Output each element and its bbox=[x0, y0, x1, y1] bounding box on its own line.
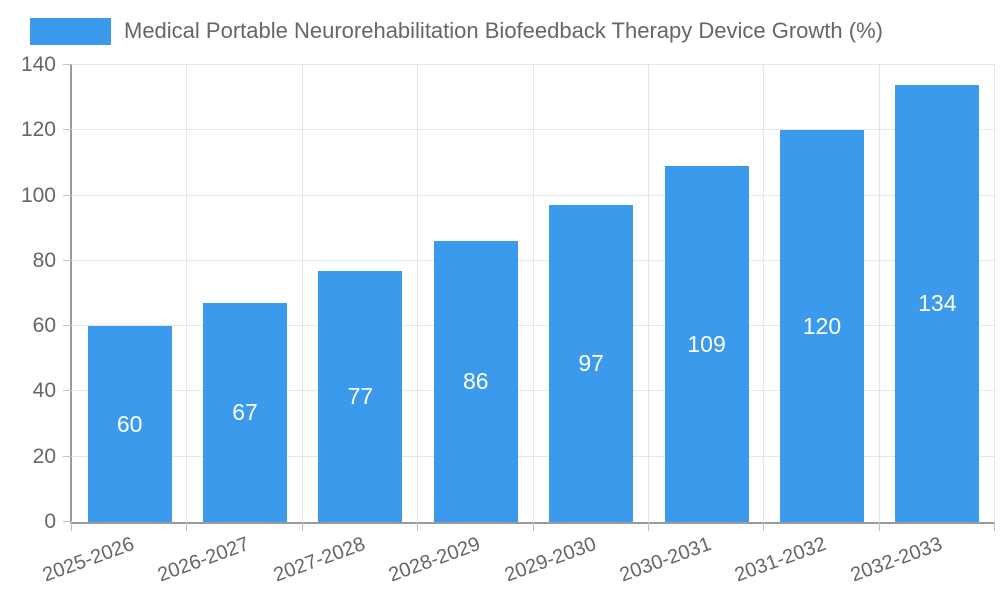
h-gridline bbox=[72, 325, 995, 327]
bar-value-label: 97 bbox=[578, 350, 604, 377]
y-tick-mark bbox=[63, 390, 72, 392]
x-tick-mark bbox=[878, 522, 880, 531]
y-axis-tick-label: 80 bbox=[32, 248, 56, 272]
x-axis-tick-label: 2031-2032 bbox=[732, 533, 830, 587]
v-gridline bbox=[878, 65, 880, 522]
v-gridline bbox=[186, 65, 188, 522]
bar-value-label: 60 bbox=[116, 410, 143, 437]
x-axis-tick-label: 2027-2028 bbox=[270, 533, 368, 587]
v-gridline bbox=[301, 65, 303, 522]
y-tick-mark bbox=[63, 64, 72, 65]
y-tick-mark bbox=[63, 259, 72, 261]
x-axis-tick-label: 2029-2030 bbox=[501, 533, 599, 587]
bar-value-label: 67 bbox=[232, 399, 258, 426]
y-axis-tick-label: 0 bbox=[44, 510, 56, 533]
y-axis-tick-label: 100 bbox=[20, 183, 56, 207]
y-tick-mark bbox=[63, 194, 72, 196]
y-axis-tick-label: 40 bbox=[32, 379, 56, 403]
y-axis-tick-label: 20 bbox=[32, 444, 56, 468]
x-axis-tick-label: 2030-2031 bbox=[616, 533, 715, 587]
bar-value-label: 86 bbox=[463, 368, 489, 395]
h-gridline bbox=[72, 259, 995, 261]
x-tick-mark bbox=[71, 522, 72, 531]
bar: 60 bbox=[87, 326, 172, 522]
bar: 109 bbox=[664, 166, 749, 522]
bar: 77 bbox=[318, 270, 403, 522]
h-gridline bbox=[72, 455, 995, 457]
legend-series-label: Medical Portable Neurorehabilitation Bio… bbox=[124, 18, 883, 43]
h-gridline bbox=[72, 129, 995, 131]
y-axis-tick-label: 120 bbox=[20, 118, 56, 142]
x-axis-tick-label: 2032-2033 bbox=[847, 533, 945, 587]
x-axis-tick-label: 2026-2027 bbox=[155, 533, 253, 587]
x-tick-mark bbox=[532, 522, 534, 531]
x-tick-mark bbox=[417, 522, 419, 531]
h-gridline bbox=[72, 194, 995, 196]
x-tick-mark bbox=[186, 522, 188, 531]
h-gridline bbox=[72, 390, 995, 392]
y-tick-mark bbox=[63, 455, 72, 457]
v-gridline bbox=[647, 65, 649, 522]
x-tick-mark bbox=[763, 522, 765, 531]
h-gridline bbox=[72, 64, 995, 65]
v-gridline bbox=[417, 65, 419, 522]
x-tick-mark bbox=[647, 522, 649, 531]
x-axis-tick-label: 2025-2026 bbox=[39, 533, 138, 587]
x-tick-mark bbox=[994, 522, 995, 531]
bar-value-label: 109 bbox=[687, 330, 726, 357]
v-gridline bbox=[532, 65, 534, 522]
legend-color-swatch-icon bbox=[30, 17, 111, 45]
bar: 120 bbox=[779, 130, 864, 522]
x-tick-mark bbox=[301, 522, 303, 531]
v-gridline bbox=[763, 65, 765, 522]
bar: 134 bbox=[895, 84, 980, 522]
x-axis-tick-label: 2028-2029 bbox=[385, 533, 484, 587]
y-axis-tick-label: 140 bbox=[20, 53, 56, 76]
bar: 67 bbox=[203, 303, 288, 522]
legend-item[interactable]: Medical Portable Neurorehabilitation Bio… bbox=[30, 17, 883, 45]
y-tick-mark bbox=[63, 325, 72, 327]
v-gridline bbox=[994, 65, 995, 522]
bar: 86 bbox=[433, 241, 518, 522]
y-tick-mark bbox=[63, 521, 72, 522]
y-axis-tick-label: 60 bbox=[32, 314, 56, 338]
bar-value-label: 77 bbox=[347, 382, 374, 409]
bar-value-label: 134 bbox=[918, 289, 957, 316]
y-tick-mark bbox=[63, 129, 72, 131]
bar: 97 bbox=[549, 205, 634, 522]
bar-value-label: 120 bbox=[802, 312, 842, 339]
